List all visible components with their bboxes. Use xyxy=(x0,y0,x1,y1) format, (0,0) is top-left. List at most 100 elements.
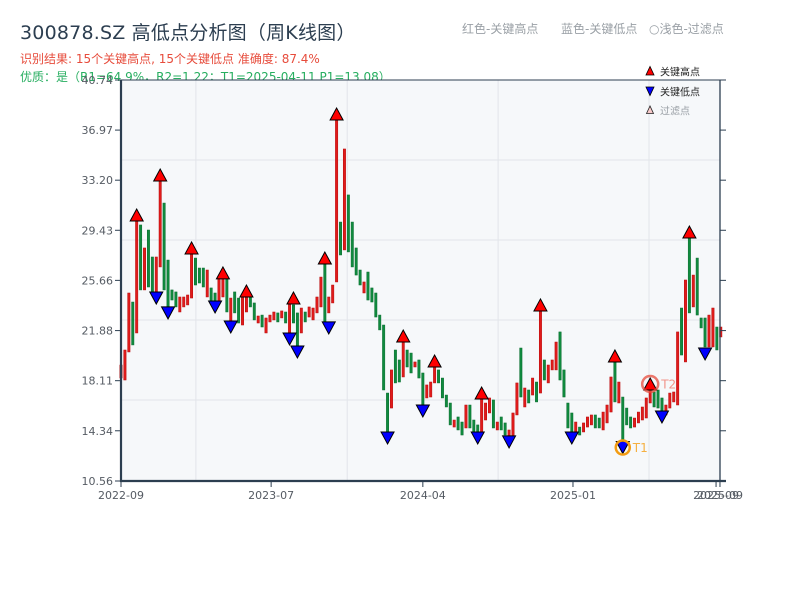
candle-up xyxy=(241,296,244,326)
candle-down xyxy=(346,194,350,253)
candle-down xyxy=(323,262,327,324)
candle-up xyxy=(644,397,648,419)
candle-up xyxy=(484,402,488,421)
candle-down xyxy=(703,317,707,348)
annotation-circle-t2 xyxy=(640,374,660,394)
candle-down xyxy=(468,404,472,429)
candle-down xyxy=(578,426,582,436)
candle-up xyxy=(413,361,417,368)
candle-down xyxy=(194,257,197,286)
legend: 关键高点 关键低点 过滤点 xyxy=(645,65,700,118)
candle-down xyxy=(570,412,574,434)
annotation-circle-t1 xyxy=(614,439,632,456)
candle-up xyxy=(158,177,162,268)
candle-up xyxy=(488,397,491,414)
candle-up xyxy=(495,421,499,431)
annotation-label-t1: T1 xyxy=(632,441,648,455)
candle-down xyxy=(303,311,307,323)
candle-up xyxy=(390,369,393,409)
y-tick-label: 10.56 xyxy=(82,475,114,488)
key-low-triangle-icon xyxy=(380,431,395,446)
legend-filtered-icon xyxy=(645,105,655,114)
candle-up xyxy=(691,274,695,308)
candle-up xyxy=(127,292,131,353)
candle-down xyxy=(174,291,178,308)
y-tick-label: 33.20 xyxy=(82,174,114,187)
candle-up xyxy=(452,419,456,428)
candle-down xyxy=(593,414,597,429)
candle-up xyxy=(480,397,484,434)
candle-down xyxy=(370,287,374,303)
candle-down xyxy=(350,221,354,268)
key-low-triangle-icon xyxy=(148,291,164,306)
candle-down xyxy=(699,317,703,329)
result-summary: 识别结果: 15个关键高点, 15个关键低点 准确度: 87.4% xyxy=(20,52,320,66)
candle-up xyxy=(143,247,146,291)
candle-down xyxy=(358,269,362,286)
key-high-triangle-icon xyxy=(395,328,411,343)
candle-down xyxy=(456,416,460,431)
candle-down xyxy=(225,277,229,313)
candle-up xyxy=(178,296,182,313)
candle-down xyxy=(440,377,444,399)
x-tick-label: 2024-04 xyxy=(400,489,446,502)
x-axis: 2022-09 2023-07 2024-04 2025-01 2025-092025-… xyxy=(98,481,743,502)
key-high-triangle-icon xyxy=(215,265,231,280)
candle-down xyxy=(625,407,629,426)
candle-up xyxy=(401,339,405,378)
candle-down xyxy=(366,271,370,301)
candle-down xyxy=(460,421,464,436)
y-tick-label: 40.74 xyxy=(82,74,114,87)
candle-up xyxy=(272,311,276,321)
chart-title: 300878.SZ 高低点分析图（周K线图） xyxy=(20,22,356,44)
candle-up xyxy=(589,414,593,426)
legend-filtered-label: 过滤点 xyxy=(660,105,690,118)
candle-down xyxy=(687,236,691,314)
candle-down xyxy=(386,392,390,434)
candle-up xyxy=(523,387,527,408)
candle-up xyxy=(668,392,672,409)
candle-up xyxy=(425,384,429,399)
candle-up xyxy=(433,364,437,384)
candle-up xyxy=(538,309,542,394)
x-tick-label: 2025-01 xyxy=(550,489,596,502)
key-low-triangle-icon xyxy=(697,347,713,362)
candle-down xyxy=(597,417,601,429)
candle-up xyxy=(640,406,644,421)
legend-key-high-label: 关键高点 xyxy=(660,66,700,79)
x-tick-label: 2025-09 xyxy=(697,489,743,502)
candle-up xyxy=(546,364,550,384)
candle-up xyxy=(605,404,609,424)
candle-down xyxy=(233,291,237,314)
key-low-triangle-icon xyxy=(470,431,486,446)
key-high-triangle-icon xyxy=(184,240,199,255)
candle-down xyxy=(409,352,413,374)
candle-down xyxy=(150,256,154,294)
key-high-triangle-icon xyxy=(329,106,344,121)
candle-up xyxy=(205,269,209,298)
legend-key-high-icon xyxy=(645,65,655,76)
candle-down xyxy=(162,202,166,291)
candle-down xyxy=(292,304,295,324)
candle-up xyxy=(707,314,711,348)
y-tick-label: 25.66 xyxy=(82,274,114,287)
candle-up xyxy=(280,310,284,319)
candle-down xyxy=(248,296,252,308)
candle-up xyxy=(582,422,586,433)
candle-down xyxy=(535,381,538,403)
candle-down xyxy=(260,314,264,328)
candle-up xyxy=(190,252,194,299)
candle-down xyxy=(542,359,546,381)
candle-down xyxy=(139,224,143,291)
key-low-triangle-icon xyxy=(415,404,431,419)
candle-down xyxy=(393,349,397,384)
candle-up xyxy=(256,315,260,324)
key-low-triangle-icon xyxy=(223,320,239,335)
candle-up xyxy=(244,294,248,313)
candlestick-series xyxy=(119,117,723,443)
candle-down xyxy=(621,396,625,443)
candle-up xyxy=(299,307,303,334)
y-tick-label: 14.34 xyxy=(82,425,114,438)
candle-down xyxy=(197,267,201,284)
